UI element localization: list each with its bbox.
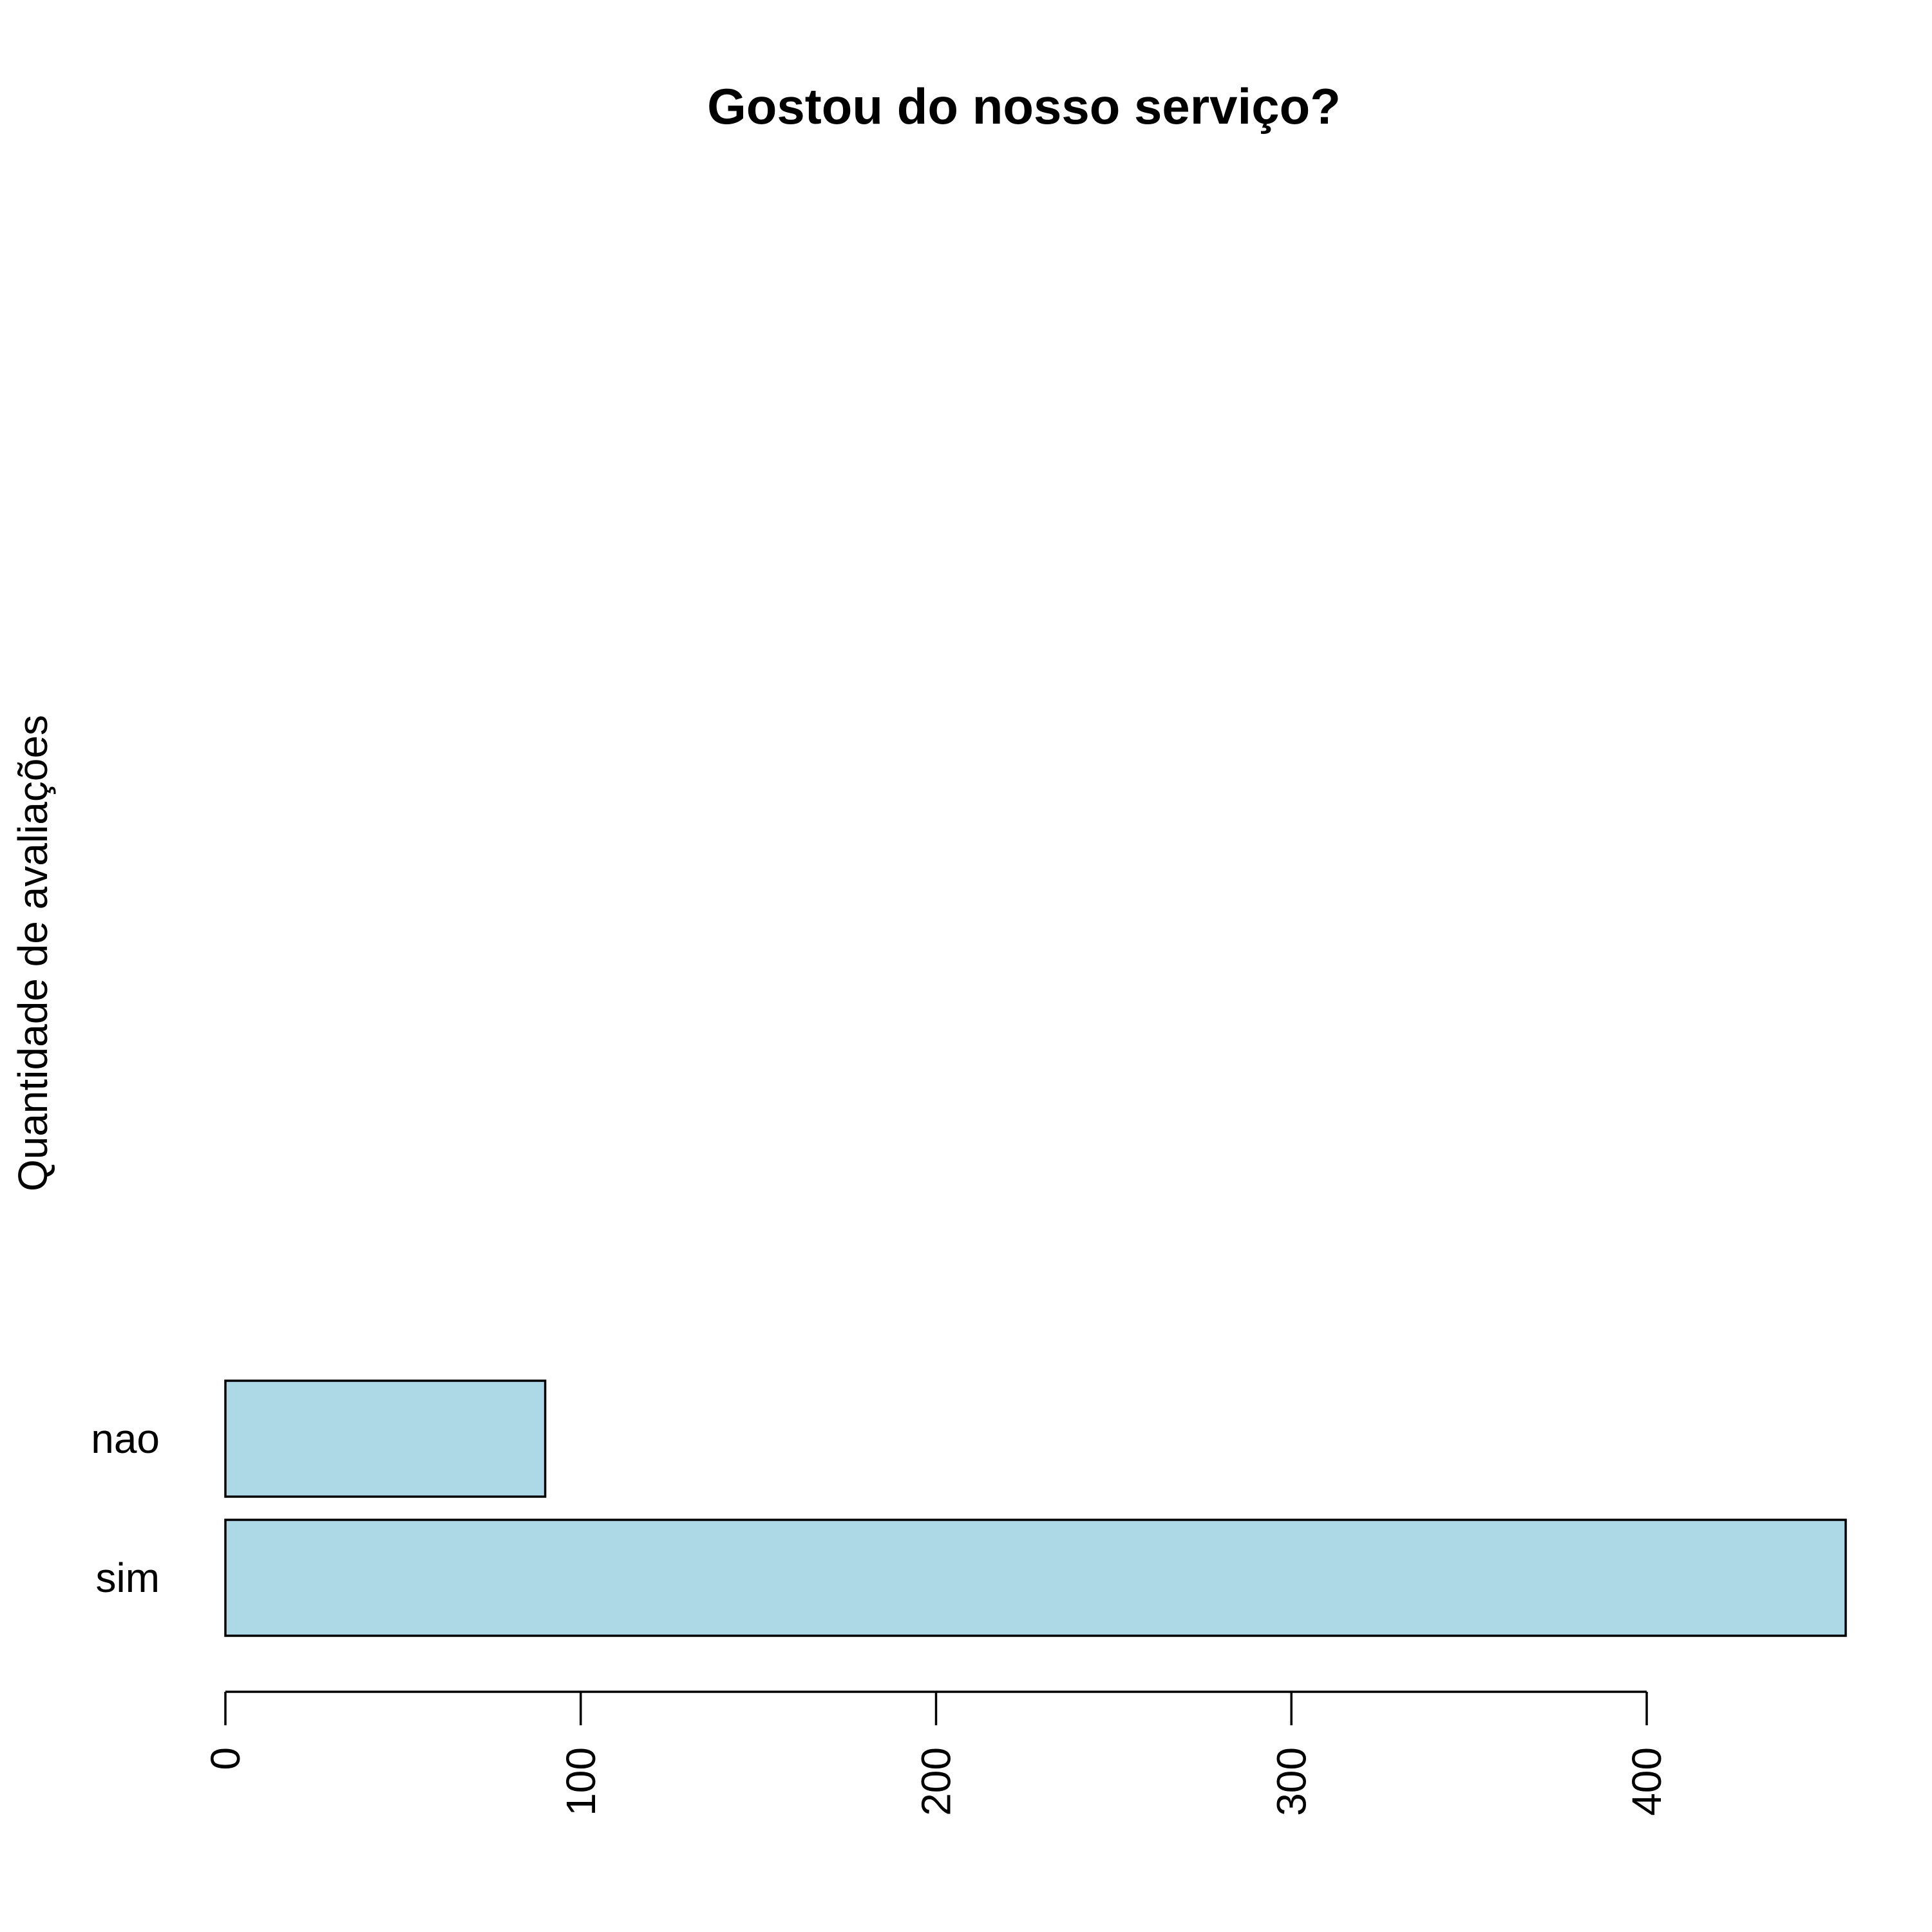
x-ticks: 0 100 200 300 400	[202, 1692, 1670, 1816]
category-label-nao: nao	[91, 1416, 160, 1462]
x-tick-label: 300	[1268, 1747, 1314, 1816]
x-axis: 0 100 200 300 400	[202, 1690, 1670, 1816]
y-axis-label: Quantidade de avaliações	[10, 715, 56, 1191]
bar-nao	[224, 1379, 547, 1498]
x-tick-label: 200	[913, 1747, 960, 1816]
category-label-sim: sim	[95, 1555, 160, 1601]
x-tick-label: 400	[1624, 1747, 1670, 1816]
chart-title: Gostou do nosso serviço?	[707, 78, 1341, 135]
category-labels: sim nao	[91, 1416, 160, 1601]
x-tick-label: 0	[202, 1747, 249, 1770]
x-tick-label: 100	[558, 1747, 604, 1816]
bar-sim	[224, 1519, 1847, 1637]
bars-layer	[224, 1379, 1847, 1637]
